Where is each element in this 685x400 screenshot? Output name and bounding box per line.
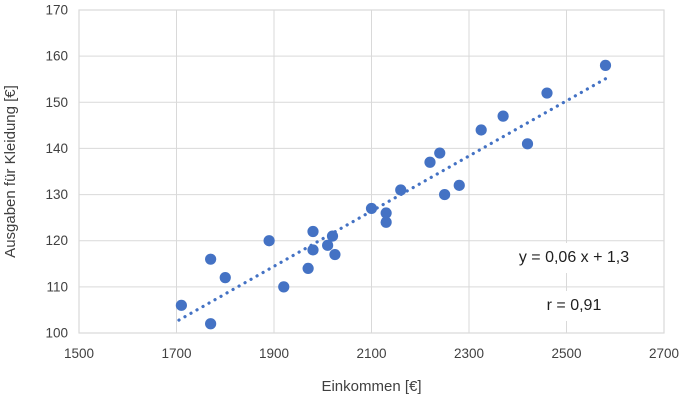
data-point: [263, 235, 275, 247]
equation-annotation: y = 0,06 x + 1,3: [504, 243, 644, 273]
data-point: [322, 239, 334, 251]
y-tick-label: 110: [46, 279, 68, 294]
data-point: [395, 184, 407, 196]
x-tick-label: 1500: [64, 346, 94, 361]
x-tick-label: 1700: [161, 346, 191, 361]
plot-border: [78, 9, 665, 334]
data-point: [434, 147, 446, 159]
data-point: [326, 230, 339, 242]
y-tick-label: 120: [45, 233, 68, 248]
data-point: [380, 207, 392, 219]
x-axis-title: Einkommen [€]: [321, 378, 421, 395]
data-point: [365, 202, 378, 215]
y-tick-label: 170: [45, 3, 68, 18]
data-point: [302, 262, 314, 274]
data-point: [205, 253, 217, 265]
data-point: [329, 248, 341, 261]
data-point: [175, 299, 187, 311]
data-point: [205, 318, 217, 330]
data-point: [424, 156, 436, 168]
data-point: [497, 110, 509, 122]
data-points-layer: [175, 59, 612, 330]
y-axis-title: Ausgaben für Kleidung [€]: [2, 85, 19, 258]
data-point: [219, 272, 231, 284]
y-tick-label: 150: [45, 95, 68, 110]
correlation-annotation: r = 0,91: [532, 291, 616, 321]
trendline: [177, 75, 610, 322]
data-point: [521, 138, 534, 150]
x-tick-label: 2100: [356, 346, 386, 361]
x-tick-label: 1900: [259, 346, 289, 361]
data-point: [380, 216, 392, 228]
data-point: [599, 59, 612, 71]
x-tick-label: 2300: [454, 346, 484, 361]
x-tick-label: 2500: [551, 346, 581, 361]
data-point: [453, 179, 465, 191]
data-point: [278, 281, 290, 293]
data-point: [307, 244, 319, 256]
y-tick-label: 160: [45, 49, 68, 64]
data-point: [475, 124, 487, 136]
x-tick-label: 2700: [649, 346, 679, 361]
y-tick-label: 130: [45, 187, 68, 202]
data-point: [541, 87, 553, 99]
data-point: [439, 188, 451, 201]
y-tick-label: 140: [45, 141, 68, 156]
data-point: [307, 225, 319, 238]
tick-labels-layer: 100 110 120 130 140 150 160 170 1500 1700 1900 2100…: [45, 3, 679, 362]
trendline-layer: [177, 75, 610, 322]
y-tick-label: 100: [45, 326, 68, 341]
plot-border-rect: [78, 9, 665, 334]
gridlines: [79, 10, 664, 333]
